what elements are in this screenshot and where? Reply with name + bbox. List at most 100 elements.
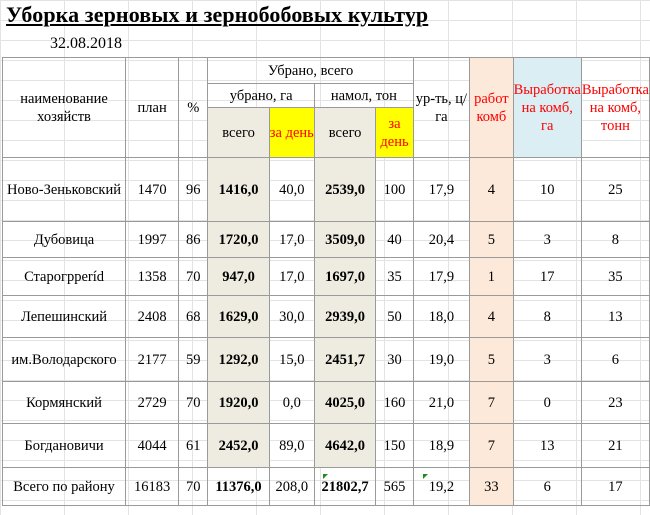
cell-comment-marker (423, 474, 428, 479)
output-ha-value: 17 (512, 257, 582, 296)
farm-name: Ново-Зеньковский (1, 157, 127, 222)
total-threshed-t: 21802,7 (313, 467, 377, 506)
combines-value: 7 (469, 381, 514, 424)
threshed-t-day: 50 (375, 295, 414, 338)
yield-value: 18,0 (412, 295, 471, 338)
farm-name: Кормянский (1, 381, 127, 424)
yield-value: 19,0 (412, 337, 471, 382)
header-threshed-t: намол, тон (313, 83, 414, 108)
plan-value: 4044 (125, 423, 180, 468)
table-row: Лепешинский 2408 68 1629,0 30,0 2939,0 5… (1, 295, 650, 338)
plan-value: 1358 (125, 257, 180, 296)
threshed-t-total: 2451,7 (313, 337, 377, 382)
yield-value: 17,9 (412, 257, 471, 296)
page-title: Уборка зерновых и зернобобовых культур (6, 2, 429, 27)
threshed-t-day: 150 (375, 423, 414, 468)
yield-value: 21,0 (412, 381, 471, 424)
output-t-value: 6 (580, 337, 650, 382)
total-threshed-t-day: 565 (375, 467, 414, 506)
table-row: Старогрperíd 1358 70 947,0 17,0 1697,0 3… (1, 257, 650, 296)
harvested-ha-total: 1720,0 (207, 221, 270, 258)
header-t-per-day: за день (375, 107, 414, 158)
harvested-ha-day: 0,0 (268, 381, 315, 424)
percent-value: 70 (178, 257, 209, 296)
harvested-ha-total: 1292,0 (207, 337, 270, 382)
farm-name: Лепешинский (1, 295, 127, 338)
total-output-t: 17 (580, 467, 650, 506)
table-row: им.Володарского 2177 59 1292,0 15,0 2451… (1, 337, 650, 382)
table-row: Ново-Зеньковский 1470 96 1416,0 40,0 253… (1, 157, 650, 222)
total-output-ha: 6 (512, 467, 582, 506)
threshed-t-day: 35 (375, 257, 414, 296)
header-ha-total: всего (207, 107, 270, 158)
harvested-ha-day: 15,0 (268, 337, 315, 382)
harvested-ha-total: 2452,0 (207, 423, 270, 468)
output-t-value: 13 (580, 295, 650, 338)
harvested-ha-day: 17,0 (268, 257, 315, 296)
harvested-ha-total: 947,0 (207, 257, 270, 296)
output-ha-value: 8 (512, 295, 582, 338)
combines-value: 7 (469, 423, 514, 468)
cell-comment-marker (323, 474, 328, 479)
output-t-value: 25 (580, 157, 650, 222)
header-harvested-ha: убрано, га (207, 83, 315, 108)
total-percent: 70 (178, 467, 209, 506)
harvested-ha-day: 17,0 (268, 221, 315, 258)
farm-name: Дубовица (1, 221, 127, 258)
header-harvested-total: Убрано, всего (207, 57, 414, 84)
header-farm-name: наименование хозяйств (1, 57, 127, 158)
threshed-t-day: 30 (375, 337, 414, 382)
percent-value: 68 (178, 295, 209, 338)
total-label: Всего по району (1, 467, 127, 506)
total-plan: 16183 (125, 467, 180, 506)
plan-value: 1470 (125, 157, 180, 222)
percent-value: 86 (178, 221, 209, 258)
harvested-ha-day: 40,0 (268, 157, 315, 222)
farm-name: Богдановичи (1, 423, 127, 468)
threshed-t-total: 2939,0 (313, 295, 377, 338)
output-t-value: 35 (580, 257, 650, 296)
output-ha-value: 13 (512, 423, 582, 468)
combines-value: 4 (469, 295, 514, 338)
plan-value: 2177 (125, 337, 180, 382)
output-ha-value: 3 (512, 337, 582, 382)
threshed-t-day: 40 (375, 221, 414, 258)
farm-name: Старогрperíd (1, 257, 127, 296)
header-yield: ур-ть, ц/га (412, 57, 471, 158)
harvested-ha-day: 89,0 (268, 423, 315, 468)
yield-value: 18,9 (412, 423, 471, 468)
threshed-t-total: 4025,0 (313, 381, 377, 424)
combines-value: 5 (469, 221, 514, 258)
threshed-t-total: 3509,0 (313, 221, 377, 258)
table-row: Богдановичи 4044 61 2452,0 89,0 4642,0 1… (1, 423, 650, 468)
header-output-ha: Выработка на комб, га (512, 57, 582, 158)
harvested-ha-total: 1920,0 (207, 381, 270, 424)
total-yield: 19,2 (412, 467, 471, 506)
percent-value: 59 (178, 337, 209, 382)
plan-value: 2729 (125, 381, 180, 424)
table-row: Дубовица 1997 86 1720,0 17,0 3509,0 40 2… (1, 221, 650, 258)
output-t-value: 21 (580, 423, 650, 468)
total-harvested-ha: 11376,0 (207, 467, 270, 506)
header-ha-per-day: за день (268, 107, 315, 158)
farm-name: им.Володарского (1, 337, 127, 382)
table-row: Кормянский 2729 70 1920,0 0,0 4025,0 160… (1, 381, 650, 424)
header-t-total: всего (313, 107, 377, 158)
threshed-t-total: 4642,0 (313, 423, 377, 468)
threshed-t-total: 1697,0 (313, 257, 377, 296)
yield-value: 17,9 (412, 157, 471, 222)
percent-value: 96 (178, 157, 209, 222)
plan-value: 2408 (125, 295, 180, 338)
percent-value: 70 (178, 381, 209, 424)
percent-value: 61 (178, 423, 209, 468)
yield-value: 20,4 (412, 221, 471, 258)
output-ha-value: 10 (512, 157, 582, 222)
plan-value: 1997 (125, 221, 180, 258)
harvested-ha-total: 1416,0 (207, 157, 270, 222)
threshed-t-total: 2539,0 (313, 157, 377, 222)
threshed-t-day: 100 (375, 157, 414, 222)
harvest-table: наименование хозяйств план % Убрано, все… (1, 57, 650, 506)
output-t-value: 23 (580, 381, 650, 424)
harvested-ha-total: 1629,0 (207, 295, 270, 338)
output-t-value: 8 (580, 221, 650, 258)
